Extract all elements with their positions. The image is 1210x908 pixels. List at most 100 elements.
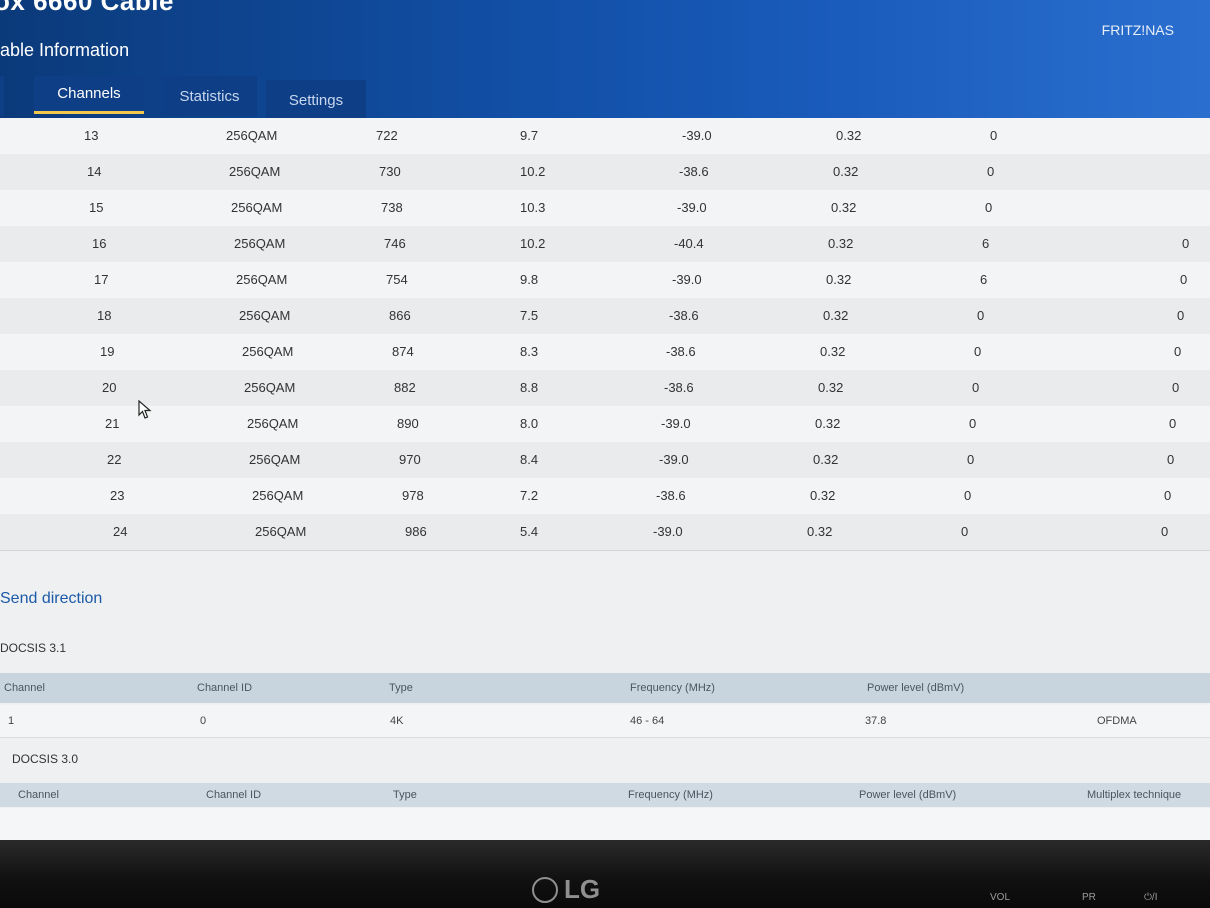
cell-power-level: -39.0 bbox=[682, 128, 712, 143]
cell-type: 256QAM bbox=[242, 344, 294, 359]
cell-mer: 8.8 bbox=[520, 380, 539, 395]
cell-channel: 1 bbox=[8, 715, 15, 727]
cell-type: 256QAM bbox=[244, 380, 296, 395]
cell-type: 256QAM bbox=[231, 200, 283, 215]
cell-power-level: -38.6 bbox=[656, 488, 686, 503]
cell-frequency: 986 bbox=[405, 524, 427, 539]
cell-latency: 0.32 bbox=[828, 236, 854, 251]
cell-frequency: 866 bbox=[389, 308, 411, 323]
monitor-bezel: LG VOL PR ⏻/I bbox=[0, 840, 1210, 908]
power-button[interactable]: ⏻/I bbox=[1144, 892, 1158, 903]
page-subtitle: able Information bbox=[0, 40, 130, 60]
table-row: 24 256QAM 986 5.4 -39.0 0.32 0 0 bbox=[0, 514, 1210, 551]
table-row bbox=[0, 808, 1210, 840]
cell-power-level: -40.4 bbox=[674, 236, 704, 251]
lg-circle-icon bbox=[532, 876, 558, 903]
cell-corrected-errors: 0 bbox=[990, 128, 998, 143]
cell-corrected-errors: 0 bbox=[985, 200, 993, 215]
cell-corrected-errors: 0 bbox=[974, 344, 982, 359]
cell-latency: 0.32 bbox=[823, 308, 849, 323]
cell-mer: 10.2 bbox=[520, 236, 546, 251]
tab-settings[interactable]: Settings bbox=[266, 80, 366, 120]
tab-channels[interactable]: Channels bbox=[34, 76, 144, 114]
cell-channel: 19 bbox=[100, 344, 115, 359]
cell-uncorrectable-errors: 0 bbox=[1164, 488, 1172, 503]
browser-screen: ox 6660 Cable able Information FRITZ!NAS… bbox=[0, 0, 1210, 840]
cell-corrected-errors: 6 bbox=[982, 236, 990, 251]
cell-latency: 0.32 bbox=[810, 488, 836, 503]
cell-multiplex: OFDMA bbox=[1097, 715, 1137, 727]
tab-statistics[interactable]: Statistics bbox=[162, 76, 257, 116]
table-row: 19 256QAM 874 8.3 -38.6 0.32 0 0 bbox=[0, 334, 1210, 371]
column-header-channel: Channel bbox=[4, 682, 45, 694]
cell-type: 256QAM bbox=[239, 308, 291, 323]
column-header-type: Type bbox=[393, 789, 417, 801]
send-direction-heading: Send direction bbox=[0, 590, 103, 607]
cell-channel: 13 bbox=[84, 128, 99, 143]
column-header-multiplex: Multiplex technique bbox=[1087, 789, 1182, 801]
cell-frequency: 46 - 64 bbox=[630, 715, 665, 727]
cell-channel: 14 bbox=[87, 164, 102, 179]
vol-button[interactable]: VOL bbox=[990, 892, 1011, 903]
cell-channel: 15 bbox=[89, 200, 104, 215]
table-row: 13 256QAM 722 9.7 -39.0 0.32 0 bbox=[0, 118, 1210, 155]
cell-channel-id: 0 bbox=[200, 715, 207, 727]
cell-mer: 8.3 bbox=[520, 344, 539, 359]
table-row: 20 256QAM 882 8.8 -38.6 0.32 0 0 bbox=[0, 370, 1210, 407]
cell-type: 256QAM bbox=[247, 416, 299, 431]
cell-latency: 0.32 bbox=[818, 380, 844, 395]
cell-corrected-errors: 0 bbox=[972, 380, 980, 395]
cell-mer: 10.2 bbox=[520, 164, 546, 179]
cell-uncorrectable-errors: 0 bbox=[1172, 380, 1180, 395]
cell-frequency: 746 bbox=[384, 236, 406, 251]
table-row: 22 256QAM 970 8.4 -39.0 0.32 0 0 bbox=[0, 442, 1210, 479]
product-title: ox 6660 Cable bbox=[0, 0, 174, 16]
docsis30-table-header: Channel Channel ID Type Frequency (MHz) … bbox=[0, 783, 1210, 807]
cell-channel: 24 bbox=[113, 524, 128, 539]
docsis30-heading: DOCSIS 3.0 bbox=[12, 752, 79, 766]
pr-button[interactable]: PR bbox=[1082, 892, 1096, 903]
cell-power-level: -38.6 bbox=[679, 164, 709, 179]
table-row: 23 256QAM 978 7.2 -38.6 0.32 0 0 bbox=[0, 478, 1210, 515]
column-header-frequency: Frequency (MHz) bbox=[630, 682, 715, 694]
column-header-type: Type bbox=[389, 682, 413, 694]
table-row: 14 256QAM 730 10.2 -38.6 0.32 0 bbox=[0, 154, 1210, 191]
cell-corrected-errors: 0 bbox=[969, 416, 977, 431]
brand-name[interactable]: FRITZ!NAS bbox=[1101, 22, 1174, 38]
cell-frequency: 970 bbox=[399, 452, 421, 467]
table-row: 18 256QAM 866 7.5 -38.6 0.32 0 0 bbox=[0, 298, 1210, 335]
cell-latency: 0.32 bbox=[807, 524, 833, 539]
lg-logo-text: LG bbox=[564, 874, 601, 904]
table-row: 17 256QAM 754 9.8 -39.0 0.32 6 0 bbox=[0, 262, 1210, 299]
cell-power-level: -39.0 bbox=[661, 416, 691, 431]
cell-uncorrectable-errors: 0 bbox=[1177, 308, 1185, 323]
cell-mer: 10.3 bbox=[520, 200, 546, 215]
cell-corrected-errors: 0 bbox=[964, 488, 972, 503]
tab-overview-stub[interactable] bbox=[0, 76, 4, 116]
cell-latency: 0.32 bbox=[813, 452, 839, 467]
app-header: ox 6660 Cable able Information FRITZ!NAS… bbox=[0, 0, 1210, 120]
cell-corrected-errors: 6 bbox=[980, 272, 988, 287]
cell-channel: 16 bbox=[92, 236, 107, 251]
cell-frequency: 738 bbox=[381, 200, 403, 215]
cell-frequency: 890 bbox=[397, 416, 419, 431]
cell-power-level: -38.6 bbox=[666, 344, 696, 359]
table-row: 1 0 4K 46 - 64 37.8 OFDMA bbox=[0, 705, 1210, 738]
cell-channel: 22 bbox=[107, 452, 122, 467]
cell-latency: 0.32 bbox=[833, 164, 859, 179]
cell-uncorrectable-errors: 0 bbox=[1167, 452, 1175, 467]
cell-type: 256QAM bbox=[252, 488, 304, 503]
cell-corrected-errors: 0 bbox=[977, 308, 985, 323]
cell-type: 256QAM bbox=[255, 524, 307, 539]
column-header-channel-id: Channel ID bbox=[197, 682, 253, 694]
cell-uncorrectable-errors: 0 bbox=[1161, 524, 1169, 539]
table-row: 21 256QAM 890 8.0 -39.0 0.32 0 0 bbox=[0, 406, 1210, 443]
cell-type: 256QAM bbox=[229, 164, 281, 179]
cell-channel: 17 bbox=[94, 272, 109, 287]
column-header-channel: Channel bbox=[18, 789, 59, 801]
docsis31-table-header: Channel Channel ID Type Frequency (MHz) … bbox=[0, 673, 1210, 703]
cell-power-level: -39.0 bbox=[653, 524, 683, 539]
cell-uncorrectable-errors: 0 bbox=[1180, 272, 1188, 287]
mouse-cursor-icon bbox=[138, 400, 152, 419]
cell-frequency: 730 bbox=[379, 164, 401, 179]
